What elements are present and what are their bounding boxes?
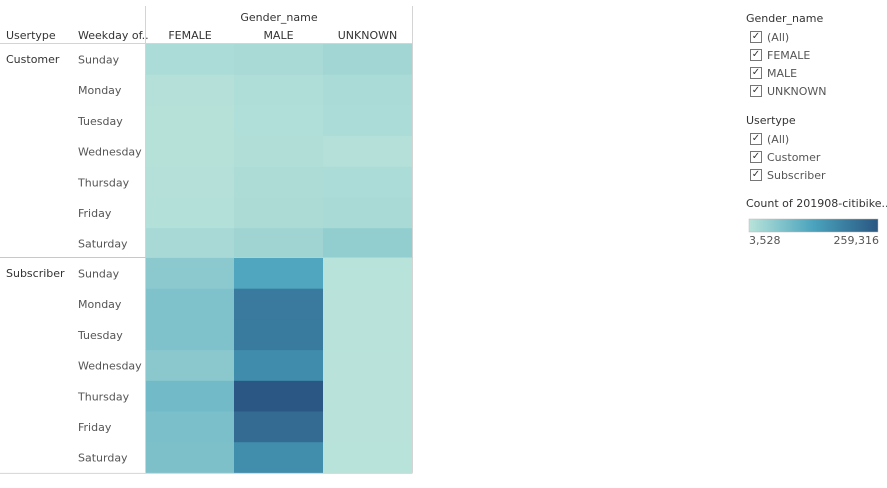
color-legend-max-label: 259,316 xyxy=(833,234,880,247)
weekday-label: Thursday xyxy=(77,176,130,189)
color-ramp-bar xyxy=(748,218,879,233)
gender-filter-item-label: MALE xyxy=(767,66,798,80)
usertype-label-customer: Customer xyxy=(6,53,60,66)
heatmap-cell[interactable] xyxy=(323,258,412,290)
heatmap-cell[interactable] xyxy=(323,197,412,229)
usertype-filter-item-label: Customer xyxy=(767,150,821,164)
usertype-label-subscriber: Subscriber xyxy=(6,267,65,280)
heatmap-cell[interactable] xyxy=(234,44,323,76)
heatmap-cell[interactable] xyxy=(323,319,412,351)
weekday-label: Sunday xyxy=(78,54,120,67)
usertype-filter-item-all[interactable]: ✓ (All) xyxy=(750,132,789,146)
heatmap-cell[interactable] xyxy=(146,228,234,260)
heatmap-cell[interactable] xyxy=(146,197,234,229)
weekday-label: Tuesday xyxy=(77,115,123,128)
heatmap-cell[interactable] xyxy=(323,166,412,198)
heatmap-cell[interactable] xyxy=(323,288,412,320)
usertype-filter-item-label: (All) xyxy=(767,132,790,146)
heatmap-cell[interactable] xyxy=(234,197,323,229)
heatmap-cell[interactable] xyxy=(146,288,234,320)
weekday-label: Wednesday xyxy=(78,360,142,373)
heatmap-cell[interactable] xyxy=(234,228,323,260)
color-legend-min-label: 3,528 xyxy=(749,234,781,247)
heatmap-cell[interactable] xyxy=(146,136,234,168)
weekday-label: Monday xyxy=(78,298,122,311)
check-icon[interactable]: ✓ xyxy=(750,169,762,181)
column-header-female: FEMALE xyxy=(168,29,211,42)
column-group-title: Gender_name xyxy=(240,11,317,24)
heatmap-cell[interactable] xyxy=(323,350,412,382)
gender-filter-item-label: (All) xyxy=(767,30,790,44)
usertype-filter-title: Usertype xyxy=(746,114,796,127)
gender-filter-item-all[interactable]: ✓ (All) xyxy=(750,30,789,44)
heatmap-cell[interactable] xyxy=(234,74,323,106)
heatmap-cell[interactable] xyxy=(146,442,234,474)
column-header-unknown: UNKNOWN xyxy=(338,29,398,42)
heatmap-cell[interactable] xyxy=(234,288,323,320)
heatmap-cell[interactable] xyxy=(146,74,234,106)
heatmap-cell[interactable] xyxy=(323,228,412,260)
heatmap-cell[interactable] xyxy=(146,105,234,137)
heatmap-cell[interactable] xyxy=(146,166,234,198)
heatmap-cell[interactable] xyxy=(146,319,234,351)
usertype-filter-item-subscriber[interactable]: ✓ Subscriber xyxy=(750,168,826,182)
weekday-label: Monday xyxy=(78,84,122,97)
heatmap-cell[interactable] xyxy=(146,258,234,290)
heatmap-cell[interactable] xyxy=(146,411,234,443)
heatmap-cell[interactable] xyxy=(234,411,323,443)
heatmap-cell[interactable] xyxy=(323,411,412,443)
color-legend-title: Count of 201908-citibike... xyxy=(746,197,887,210)
weekday-label: Thursday xyxy=(77,390,130,403)
heatmap-cell[interactable] xyxy=(323,380,412,412)
heatmap-cell[interactable] xyxy=(146,44,234,76)
heatmap-cell[interactable] xyxy=(234,258,323,290)
heatmap-cell[interactable] xyxy=(323,442,412,474)
gender-filter-item-unknown[interactable]: ✓ UNKNOWN xyxy=(750,84,827,98)
row-header-usertype: Usertype xyxy=(6,29,56,42)
check-icon[interactable]: ✓ xyxy=(750,151,762,163)
gender-filter-item-female[interactable]: ✓ FEMALE xyxy=(750,48,810,62)
check-icon[interactable]: ✓ xyxy=(750,31,762,43)
gender-filter-item-male[interactable]: ✓ MALE xyxy=(750,66,797,80)
heatmap-cell[interactable] xyxy=(234,442,323,474)
weekday-label: Saturday xyxy=(78,238,128,251)
check-icon[interactable]: ✓ xyxy=(750,85,762,97)
weekday-label: Saturday xyxy=(78,452,128,465)
usertype-filter-item-label: Subscriber xyxy=(767,168,826,182)
heatmap-cell[interactable] xyxy=(234,380,323,412)
heatmap-cell[interactable] xyxy=(323,105,412,137)
heatmap-cell[interactable] xyxy=(146,350,234,382)
heatmap-cell[interactable] xyxy=(323,74,412,106)
check-icon[interactable]: ✓ xyxy=(750,133,762,145)
weekday-label: Friday xyxy=(78,421,112,434)
heatmap-cell[interactable] xyxy=(234,105,323,137)
weekday-label: Wednesday xyxy=(78,146,142,159)
heatmap-cell[interactable] xyxy=(234,319,323,351)
heatmap-cell[interactable] xyxy=(323,44,412,76)
usertype-filter-item-customer[interactable]: ✓ Customer xyxy=(750,150,820,164)
heatmap-cell[interactable] xyxy=(323,136,412,168)
heatmap-cell[interactable] xyxy=(146,380,234,412)
heatmap-cell[interactable] xyxy=(234,166,323,198)
check-icon[interactable]: ✓ xyxy=(750,49,762,61)
column-header-male: MALE xyxy=(263,29,293,42)
weekday-label: Sunday xyxy=(78,268,120,281)
heatmap-cell[interactable] xyxy=(234,136,323,168)
row-header-weekday: Weekday of.. xyxy=(78,29,149,42)
heatmap-cell[interactable] xyxy=(234,350,323,382)
weekday-label: Friday xyxy=(78,207,112,220)
gender-filter-item-label: UNKNOWN xyxy=(767,84,827,98)
gender-filter-title: Gender_name xyxy=(746,12,824,25)
check-icon[interactable]: ✓ xyxy=(750,67,762,79)
weekday-label: Tuesday xyxy=(77,329,123,342)
gender-filter-item-label: FEMALE xyxy=(767,48,811,62)
